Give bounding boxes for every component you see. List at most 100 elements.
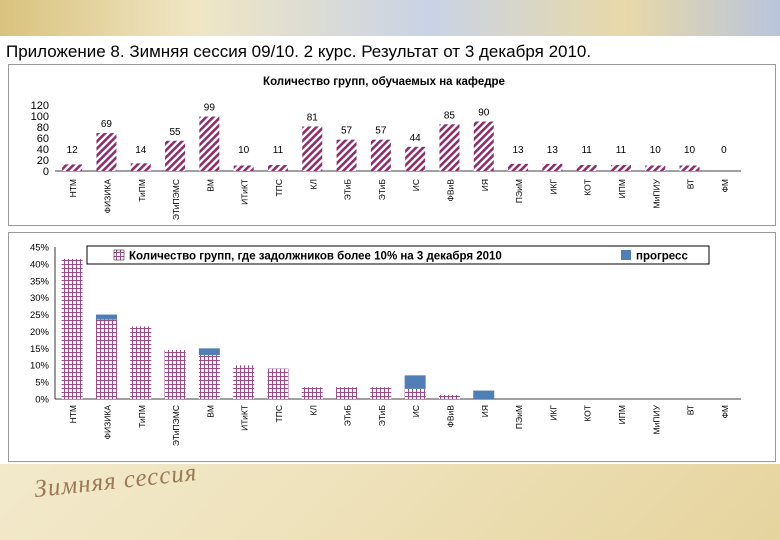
x-tick-label: ФВиВ — [445, 405, 455, 428]
data-label: 11 — [616, 145, 627, 156]
bar — [405, 146, 426, 171]
y-tick-label: 0% — [35, 395, 49, 406]
legend-label-progress: прогресс — [636, 251, 688, 263]
x-tick-label: МиПИУ — [651, 178, 661, 208]
x-tick-label: ТиПМ — [137, 179, 147, 202]
y-tick-label: 60 — [37, 133, 49, 145]
bar-debtors — [336, 387, 358, 399]
y-tick-label: 40% — [30, 259, 50, 270]
bar — [165, 140, 186, 171]
x-tick-label: МиПИУ — [651, 404, 661, 434]
bar — [679, 165, 700, 171]
bar — [199, 116, 220, 171]
footer-caption: Зимняя сессия — [33, 459, 199, 504]
x-tick-label: ИС — [411, 179, 421, 191]
y-tick-label: 0 — [43, 166, 49, 178]
data-label: 85 — [444, 110, 456, 121]
x-tick-label: ЭТиБ — [377, 405, 387, 427]
bar-debtors — [370, 387, 392, 399]
data-label: 14 — [135, 145, 147, 156]
x-tick-label: ЭТиБ — [343, 179, 353, 201]
data-label: 12 — [67, 145, 79, 156]
y-tick-label: 100 — [31, 111, 49, 123]
x-tick-label: ЭТиБ — [343, 405, 353, 427]
x-tick-label: ТПС — [274, 179, 284, 196]
x-tick-label: КОТ — [583, 405, 593, 422]
y-tick-label: 20 — [37, 155, 49, 167]
x-tick-label: ФИЗИКА — [102, 179, 112, 214]
bar-debtors — [164, 350, 186, 399]
bar — [473, 121, 494, 171]
data-label: 69 — [101, 119, 113, 130]
x-tick-label: ЭТиПЭМС — [171, 179, 181, 220]
x-tick-label: ФМ — [720, 179, 730, 193]
chart1-title: Количество групп, обучаемых на кафедре — [263, 76, 505, 88]
bar-debtors — [130, 326, 152, 399]
y-tick-label: 30% — [30, 293, 50, 304]
data-label: 90 — [478, 108, 490, 119]
x-tick-label: ВТ — [686, 405, 696, 415]
bar-debtors — [404, 388, 426, 399]
y-tick-label: 120 — [31, 100, 49, 112]
bar-debtors — [233, 365, 255, 399]
x-tick-label: ВМ — [205, 405, 215, 418]
x-tick-label: ИПМ — [617, 179, 627, 198]
x-tick-label: ИТиКТ — [240, 179, 250, 205]
x-tick-label: ЭТиПЭМС — [171, 405, 181, 446]
data-label: 10 — [650, 145, 662, 156]
x-tick-label: ПЭиМ — [514, 405, 524, 429]
x-tick-label: ИТиКТ — [240, 405, 250, 431]
legend-label-debtors: Количество групп, где задолжников более … — [129, 251, 502, 263]
bar-progress — [473, 390, 495, 399]
y-tick-label: 80 — [37, 122, 49, 134]
x-tick-label: ИКГ — [548, 405, 558, 421]
data-label: 0 — [721, 145, 727, 156]
bar — [267, 164, 288, 171]
data-label: 10 — [238, 145, 250, 156]
data-label: 10 — [684, 145, 696, 156]
x-tick-label: ПЭиМ — [514, 179, 524, 203]
x-tick-label: ТиПМ — [137, 405, 147, 428]
bar — [370, 139, 391, 171]
y-tick-label: 15% — [30, 344, 50, 355]
bar — [96, 133, 117, 171]
legend-swatch-debtors — [113, 249, 125, 261]
bar-debtors — [301, 387, 323, 399]
x-tick-label: ТПС — [274, 405, 284, 422]
y-tick-label: 5% — [35, 378, 49, 389]
y-tick-label: 20% — [30, 327, 50, 338]
bar-progress — [198, 348, 220, 356]
x-tick-label: КЛ — [308, 405, 318, 416]
data-label: 57 — [375, 126, 387, 137]
bar — [645, 165, 666, 171]
chart2-legend: Количество групп, где задолжников более … — [86, 245, 710, 265]
bar — [233, 165, 254, 171]
chart-panel-groups: Количество групп, обучаемых на кафедре 0… — [8, 64, 776, 226]
data-label: 13 — [547, 145, 559, 156]
data-label: 99 — [204, 103, 216, 114]
data-label: 44 — [410, 133, 422, 144]
x-tick-label: ИЯ — [480, 405, 490, 417]
x-tick-label: НТМ — [68, 179, 78, 197]
bar — [610, 164, 631, 171]
x-tick-label: ЭТиБ — [377, 179, 387, 201]
slide-title: Приложение 8. Зимняя сессия 09/10. 2 кур… — [6, 42, 592, 61]
legend-swatch-progress — [621, 250, 631, 260]
x-tick-label: ВТ — [686, 179, 696, 189]
chart-panel-debtors: 0% 5% 10% 15% 20% 25% 30% 35% 40% 45% НТМ ФИЗИКА Ти… — [8, 232, 776, 462]
x-tick-label: ФИЗИКА — [102, 405, 112, 440]
bar — [508, 163, 529, 171]
bar-debtors — [95, 319, 117, 399]
bar — [439, 124, 460, 171]
data-label: 55 — [169, 127, 181, 138]
y-tick-label: 35% — [30, 276, 50, 287]
bar-progress — [404, 375, 426, 389]
x-tick-label: НТМ — [68, 405, 78, 423]
bar — [576, 164, 597, 171]
data-label: 13 — [512, 145, 524, 156]
bar-debtors — [267, 368, 289, 399]
data-label: 81 — [307, 112, 319, 123]
bar — [336, 139, 357, 171]
x-tick-label: ИПМ — [617, 405, 627, 424]
x-tick-label: КЛ — [308, 179, 318, 190]
